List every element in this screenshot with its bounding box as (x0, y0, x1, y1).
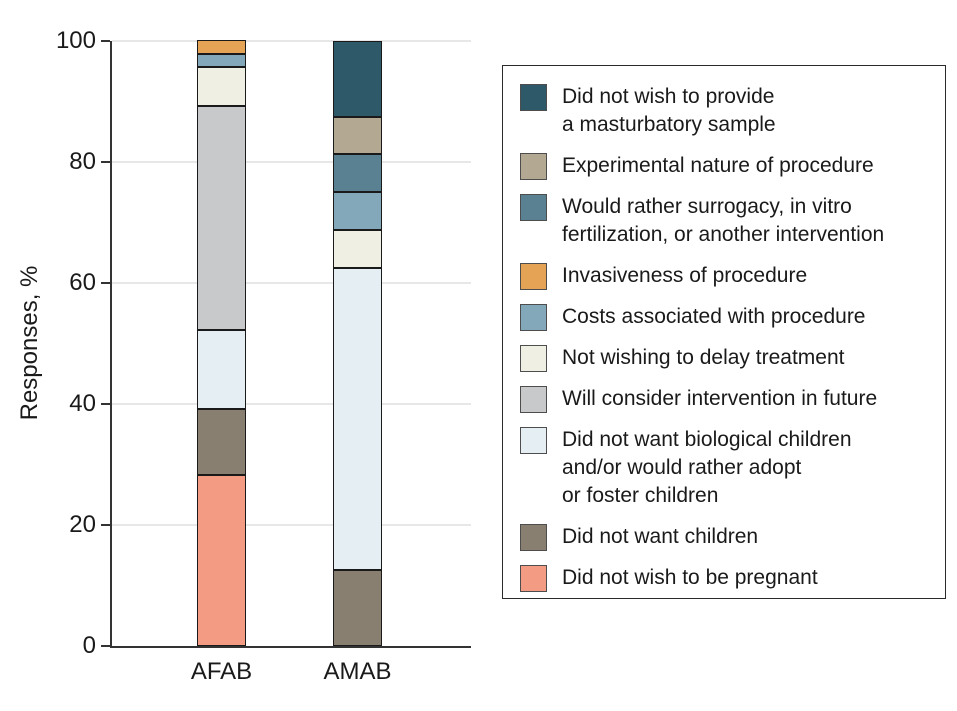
legend-label: Not wishing to delay treatment (562, 346, 845, 369)
gridline-40 (112, 403, 471, 405)
legend-item: Did not want biological children and/or … (520, 426, 935, 510)
legend-swatch (520, 304, 547, 331)
legend-label: Did not wish to provide a masturbatory s… (562, 85, 776, 136)
legend-box: Did not wish to provide a masturbatory s… (502, 65, 946, 599)
segment-afab (197, 106, 246, 331)
legend-swatch (520, 194, 547, 221)
y-tick-100 (101, 40, 110, 42)
bar-amab (333, 41, 382, 646)
legend-item: Did not wish to be pregnant (520, 564, 935, 592)
segment-afab (197, 330, 246, 409)
segment-afab (197, 67, 246, 107)
segment-afab (197, 474, 246, 646)
segment-amab (333, 154, 382, 193)
y-tick-label-60: 60 (69, 269, 96, 296)
y-tick-label-80: 80 (69, 148, 96, 175)
gridline-60 (112, 282, 471, 284)
y-tick-60 (101, 282, 110, 284)
segment-amab (333, 230, 382, 268)
gridline-20 (112, 524, 471, 526)
legend-swatch (520, 524, 547, 551)
y-tick-label-0: 0 (82, 632, 96, 659)
y-tick-0 (101, 645, 110, 647)
y-tick-40 (101, 403, 110, 405)
legend-item: Would rather surrogacy, in vitro fertili… (520, 193, 935, 249)
legend-item: Costs associated with procedure (520, 303, 935, 331)
legend-label: Will consider intervention in future (562, 387, 878, 410)
segment-amab (333, 267, 382, 571)
x-axis-line (110, 646, 471, 648)
plot-area (101, 40, 471, 648)
legend-label: Would rather surrogacy, in vitro fertili… (562, 195, 885, 246)
legend-item: Did not wish to provide a masturbatory s… (520, 83, 935, 139)
legend-swatch (520, 263, 547, 290)
legend-swatch (520, 153, 547, 180)
y-tick-label-100: 100 (55, 27, 96, 54)
y-tick-label-40: 40 (69, 390, 96, 417)
y-tick-20 (101, 524, 110, 526)
x-label-afab: AFAB (190, 658, 253, 685)
legend-item: Will consider intervention in future (520, 385, 935, 413)
legend-label: Did not want children (562, 525, 759, 548)
segment-afab (197, 53, 246, 68)
legend-label: Experimental nature of procedure (562, 154, 874, 177)
bar-afab (197, 40, 246, 646)
legend-label: Did not want biological children and/or … (562, 428, 852, 507)
legend-item: Not wishing to delay treatment (520, 344, 935, 372)
x-label-amab: AMAB (323, 658, 392, 685)
segment-afab (197, 408, 246, 475)
segment-amab (333, 116, 382, 155)
legend-label: Costs associated with procedure (562, 305, 866, 328)
legend-item: Experimental nature of procedure (520, 152, 935, 180)
legend-swatch (520, 386, 547, 413)
y-tick-label-20: 20 (69, 511, 96, 538)
segment-afab (197, 40, 246, 54)
legend-swatch (520, 427, 547, 454)
legend-label: Did not wish to be pregnant (562, 566, 818, 589)
legend-swatch (520, 345, 547, 372)
gridline-100 (112, 40, 471, 42)
segment-amab (333, 570, 382, 646)
legend-label: Invasiveness of procedure (562, 264, 808, 287)
y-axis-line (110, 41, 112, 646)
legend-item: Invasiveness of procedure (520, 262, 935, 290)
legend-swatch (520, 565, 547, 592)
legend-item: Did not want children (520, 523, 935, 551)
y-tick-80 (101, 161, 110, 163)
segment-amab (333, 41, 382, 117)
legend-swatch (520, 84, 547, 111)
gridline-80 (112, 161, 471, 163)
segment-amab (333, 192, 382, 231)
